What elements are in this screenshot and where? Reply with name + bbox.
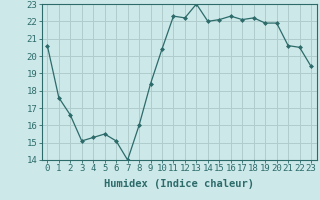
X-axis label: Humidex (Indice chaleur): Humidex (Indice chaleur) (104, 179, 254, 189)
